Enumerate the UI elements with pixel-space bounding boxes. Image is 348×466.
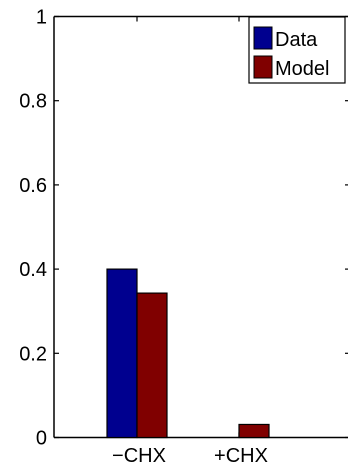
y-tick-label: 0.6 <box>19 175 47 197</box>
bar-model-0 <box>136 292 168 439</box>
y-tick-label: 0.4 <box>19 259 47 281</box>
legend-swatch-model <box>253 55 273 79</box>
y-axis-ticks: 0 0.2 0.4 0.6 0.8 1 <box>19 7 348 450</box>
legend-label-data: Data <box>275 29 318 51</box>
bars <box>106 268 270 439</box>
y-tick-label: 0.8 <box>19 91 47 113</box>
legend-label-model: Model <box>275 58 329 80</box>
y-tick-label: 1 <box>36 7 47 29</box>
legend-swatch-data <box>253 26 273 50</box>
y-tick-label: 0.2 <box>19 343 47 365</box>
y-tick-label: 0 <box>36 428 47 450</box>
x-tick-label: +CHX <box>214 445 268 466</box>
x-tick-label: −CHX <box>112 445 166 466</box>
bar-data-0 <box>106 268 138 439</box>
legend: Data Model <box>248 16 346 84</box>
bar-model-1 <box>238 423 270 439</box>
